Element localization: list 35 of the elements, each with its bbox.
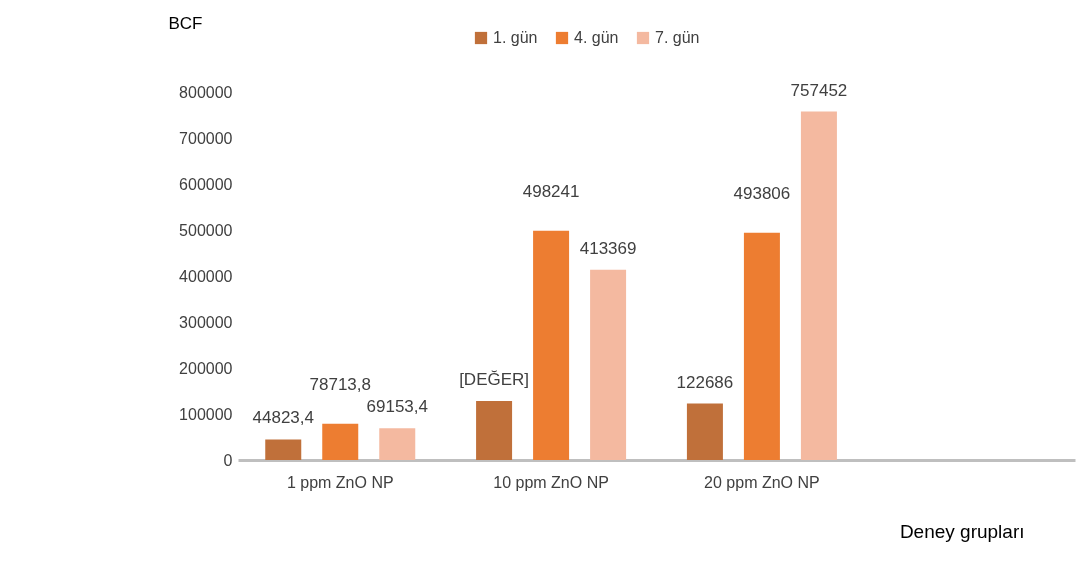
x-tick-label: 1 ppm ZnO NP xyxy=(286,473,394,491)
bar xyxy=(265,439,302,460)
y-axis-title: BCF xyxy=(168,13,203,33)
bar xyxy=(590,269,627,460)
bar xyxy=(743,232,780,460)
y-tick-label: 300000 xyxy=(179,313,233,331)
x-tick-label: 20 ppm ZnO NP xyxy=(704,473,820,491)
y-tick-label: 400000 xyxy=(179,267,233,285)
y-tick-label: 800000 xyxy=(179,83,233,101)
data-label: 413369 xyxy=(579,238,637,258)
legend-label: 7. gün xyxy=(655,29,700,46)
data-label: 757452 xyxy=(790,80,848,100)
bar xyxy=(476,401,513,460)
y-tick-label: 200000 xyxy=(179,359,233,377)
bar xyxy=(686,403,723,460)
x-axis-title: Deney grupları xyxy=(899,520,1025,542)
data-label: 498241 xyxy=(522,181,580,201)
legend-label: 4. gün xyxy=(574,29,619,46)
legend-label: 1. gün xyxy=(493,29,538,46)
data-label: 122686 xyxy=(676,372,734,392)
data-label: 44823,4 xyxy=(252,408,314,428)
bar xyxy=(800,111,837,460)
y-tick-label: 100000 xyxy=(179,405,233,423)
bar xyxy=(379,428,416,460)
bar xyxy=(533,230,570,460)
y-tick-label: 600000 xyxy=(179,175,233,193)
y-tick-label: 700000 xyxy=(179,129,233,147)
data-label: 493806 xyxy=(733,183,791,203)
x-tick-label: 10 ppm ZnO NP xyxy=(493,473,609,491)
data-label: 69153,4 xyxy=(366,397,428,417)
data-label: [DEĞER] xyxy=(459,370,530,390)
bar xyxy=(322,423,359,460)
data-label: 78713,8 xyxy=(309,374,371,394)
y-tick-label: 500000 xyxy=(179,221,233,239)
y-tick-label: 0 xyxy=(223,451,233,469)
